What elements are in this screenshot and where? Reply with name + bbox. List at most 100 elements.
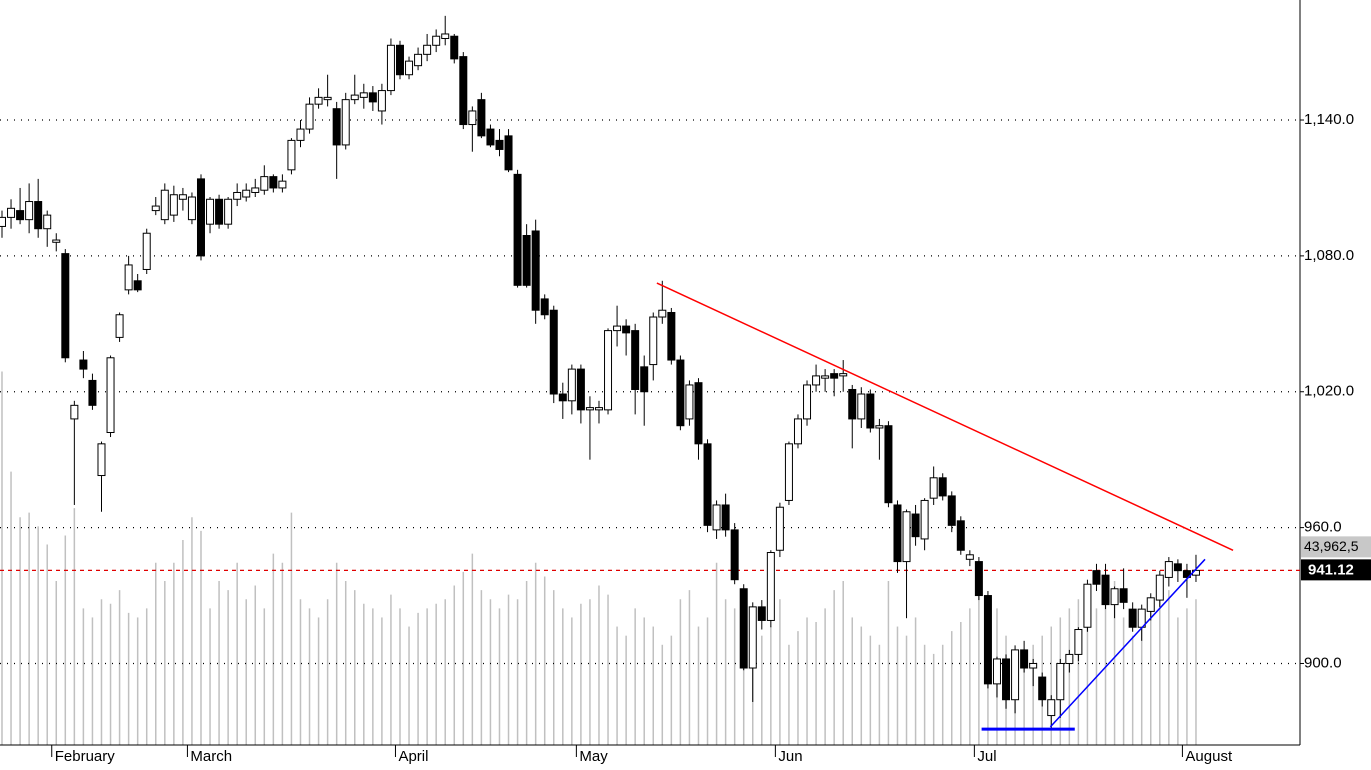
y-tick-label: 1,080.0 (1304, 247, 1354, 264)
candle-body (187, 196, 196, 221)
trendline (1049, 558, 1206, 728)
candle-body (558, 393, 567, 402)
candle-body (694, 382, 703, 445)
candle-body (604, 330, 613, 411)
candle-body (386, 44, 395, 92)
candle-body (160, 189, 169, 221)
candle-body (341, 99, 350, 146)
candle-body (992, 658, 1001, 685)
last-price-label: 941.12 (1308, 561, 1354, 578)
candle-body (16, 210, 25, 221)
candle-body (206, 198, 215, 225)
candle-body (540, 298, 549, 316)
candle-body (459, 56, 468, 126)
candle-body (34, 201, 43, 230)
candle-body (1038, 676, 1047, 701)
candle-body (441, 33, 450, 39)
candle-body (821, 375, 830, 379)
x-tick-label: Jun (778, 748, 802, 765)
candle-body (242, 189, 251, 198)
candle-body (1173, 563, 1182, 572)
candle-body (631, 330, 640, 390)
candle-body (423, 44, 432, 55)
candle-body (567, 368, 576, 402)
candle-body (866, 393, 875, 429)
candle-body (1092, 570, 1101, 585)
candle-body (703, 443, 712, 526)
candle-body (359, 92, 368, 98)
candle-body (594, 407, 603, 411)
y-tick-label: 1,020.0 (1304, 383, 1354, 400)
candle-body (730, 529, 739, 581)
candle-body (1011, 649, 1020, 701)
candle-body (450, 35, 459, 60)
candle-body (142, 232, 151, 270)
candle-body (296, 128, 305, 141)
candle-body (956, 520, 965, 551)
candle-body (332, 108, 341, 146)
candle-body (667, 311, 676, 361)
candle-body (803, 384, 812, 420)
candle-body (395, 44, 404, 76)
candle-body (504, 135, 513, 171)
candle-body (43, 214, 52, 230)
candle-body (414, 53, 423, 67)
candle-body (531, 230, 540, 311)
candle-body (685, 384, 694, 420)
candle-body (115, 314, 124, 338)
candle-body (305, 103, 314, 130)
candle-body (1083, 583, 1092, 628)
candle-body (893, 504, 902, 563)
candle-body (576, 368, 585, 411)
x-tick-label: March (190, 748, 232, 765)
candle-body (97, 443, 106, 477)
candle-body (929, 477, 938, 499)
candle-body (215, 198, 224, 225)
candle-body (974, 561, 983, 597)
candle-body (784, 443, 793, 501)
candle-body (884, 425, 893, 504)
candle-body (1074, 629, 1083, 655)
candle-body (622, 325, 631, 334)
candle-body (260, 176, 269, 191)
candle-body (748, 606, 757, 669)
candle-body (368, 92, 377, 103)
candle-body (486, 128, 495, 146)
candle-body (377, 90, 386, 112)
candle-body (721, 504, 730, 531)
candle-body (25, 201, 34, 221)
candle-body (196, 178, 205, 257)
candle-body (79, 359, 88, 370)
candle-body (133, 280, 142, 291)
candle-body (1047, 699, 1056, 717)
candle-body (676, 359, 685, 427)
candle-body (269, 176, 278, 189)
y-tick-label: 1,140.0 (1304, 111, 1354, 128)
x-tick-label: February (55, 748, 116, 765)
candle-body (432, 35, 441, 46)
volume-label: 43,962,5 (1304, 538, 1359, 554)
candle-body (965, 554, 974, 560)
candle-body (585, 407, 594, 411)
candle-body (739, 588, 748, 669)
y-tick-label: 900.0 (1304, 654, 1342, 671)
candle-body (793, 418, 802, 445)
candle-body (70, 404, 79, 420)
candle-body (1056, 662, 1065, 701)
candle-body (640, 366, 649, 393)
candle-body (875, 425, 884, 429)
candle-body (278, 180, 287, 189)
candle-body (350, 94, 359, 101)
candle-body (920, 499, 929, 540)
trendline (656, 282, 1234, 551)
candle-body (902, 511, 911, 563)
x-tick-label: April (398, 748, 428, 765)
candle-body (178, 194, 187, 200)
candle-body (323, 96, 332, 101)
candle-body (1020, 649, 1029, 669)
candle-body (522, 235, 531, 286)
y-tick-label: 960.0 (1304, 519, 1342, 536)
candle-body (938, 477, 947, 497)
